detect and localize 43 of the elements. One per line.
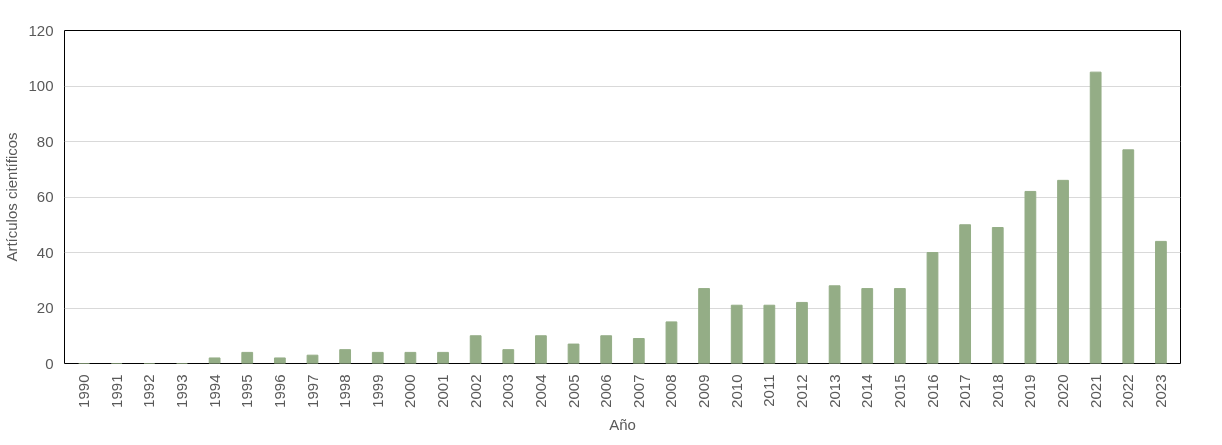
- x-tick-label: 2023: [1151, 374, 1169, 408]
- x-axis-title: Año: [609, 415, 636, 433]
- x-tick-label: 2022: [1119, 374, 1137, 408]
- y-tick-label: 20: [36, 299, 54, 316]
- x-tick-label: 2005: [564, 374, 582, 408]
- x-tick-label: 1992: [140, 374, 158, 408]
- x-tick-label: 2009: [695, 374, 713, 408]
- x-tick-label: 2010: [727, 374, 745, 408]
- x-tick-label: 2000: [401, 374, 419, 408]
- x-tick-label: 2013: [825, 374, 843, 408]
- x-tick-label: 1996: [270, 374, 288, 408]
- x-tick-label: 2014: [858, 374, 876, 408]
- x-tick-label: 2016: [923, 374, 941, 408]
- x-tick-label: 2003: [499, 374, 517, 408]
- x-tick-label: 1993: [172, 374, 190, 408]
- y-tick-label: 40: [36, 243, 54, 261]
- x-tick-label: 1998: [336, 374, 354, 408]
- x-tick-label: 2019: [1021, 374, 1039, 408]
- x-tick-label: 1991: [107, 374, 125, 408]
- x-tick-label: 2011: [760, 374, 778, 407]
- x-tick-label: 1994: [205, 374, 223, 408]
- x-tick-label: 2018: [988, 374, 1006, 408]
- y-axis-title: Artículos científicos: [3, 132, 21, 262]
- x-tick-label: 1990: [75, 374, 93, 408]
- x-tick-label: 2012: [792, 374, 810, 408]
- y-tick-label: 0: [45, 354, 54, 372]
- x-tick-label: 2008: [662, 374, 680, 408]
- y-tick-label: 100: [28, 77, 54, 94]
- x-tick-label: 2020: [1054, 374, 1072, 408]
- y-tick-label: 80: [36, 132, 54, 150]
- x-tick-label: 2001: [434, 374, 452, 408]
- x-tick-label: 2006: [597, 374, 615, 408]
- x-tick-label: 2002: [466, 374, 484, 408]
- y-tick-label: 120: [28, 21, 54, 39]
- y-tick-label: 60: [36, 188, 54, 205]
- x-tick-label: 1999: [368, 374, 386, 408]
- x-tick-label: 2004: [531, 374, 549, 408]
- x-tick-label: 1995: [238, 374, 256, 408]
- x-tick-label: 1997: [303, 374, 321, 408]
- x-tick-label: 2007: [629, 374, 647, 408]
- x-tick-label: 2015: [890, 374, 908, 408]
- x-tick-label: 2017: [956, 374, 974, 408]
- x-tick-label: 2021: [1086, 374, 1104, 408]
